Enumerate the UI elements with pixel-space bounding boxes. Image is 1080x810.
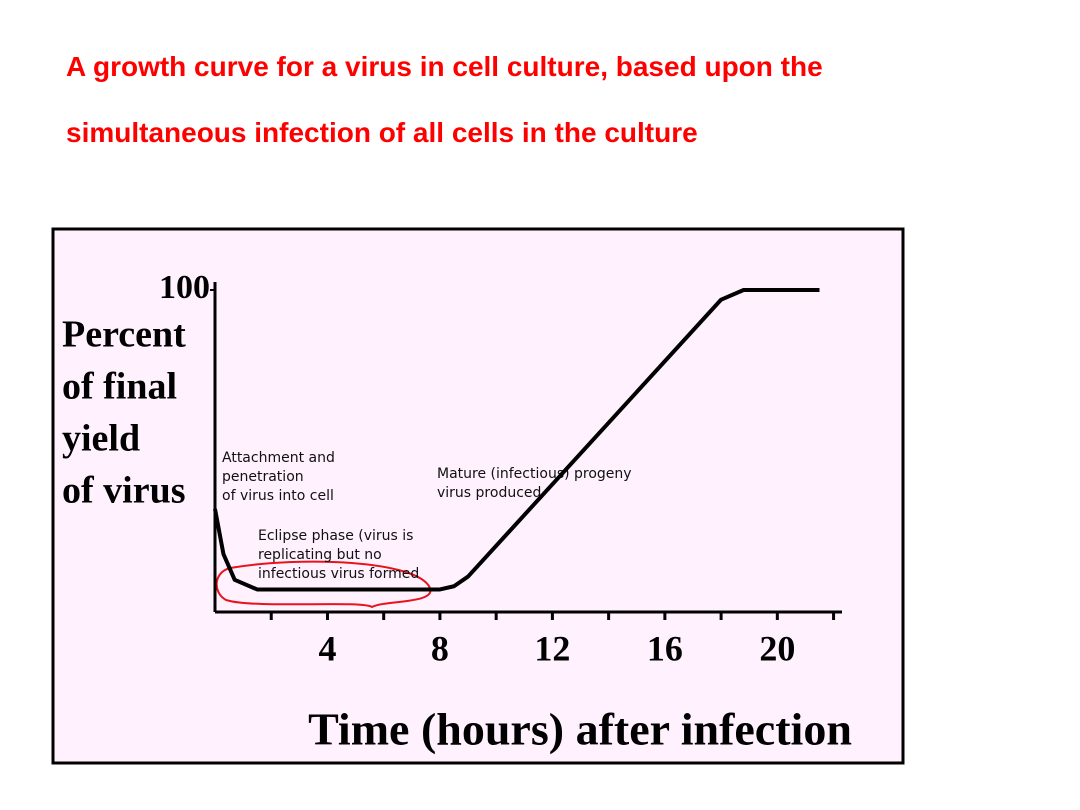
slide-title: A growth curve for a virus in cell cultu… <box>66 51 823 148</box>
annotation: of virus into cell <box>222 488 334 504</box>
y-axis-label: Percent <box>62 314 186 356</box>
x-tick-label: 20 <box>759 628 795 668</box>
annotation: penetration <box>222 469 304 485</box>
annotation: Eclipse phase (virus is <box>258 528 413 544</box>
y-axis-label: yield <box>62 418 140 460</box>
y-axis-label: of final <box>62 366 177 408</box>
annotation: replicating but no <box>258 547 382 563</box>
highlight-ellipse <box>215 560 432 609</box>
chart-frame <box>51 227 905 765</box>
x-tick-label: 4 <box>318 628 336 668</box>
annotation: Mature (infectious) progeny <box>437 466 632 482</box>
annotation: virus produced <box>437 485 541 501</box>
y-axis-label: of virus <box>62 470 186 512</box>
x-tick-label: 8 <box>431 628 449 668</box>
x-axis-label: Time (hours) after infection <box>308 704 852 755</box>
x-tick-label: 12 <box>534 628 570 668</box>
x-tick-label: 16 <box>647 628 683 668</box>
annotation: Attachment and <box>222 450 335 466</box>
y-tick-label: 100 <box>159 269 210 306</box>
growth-curve <box>213 288 820 592</box>
annotation: infectious virus formed <box>258 566 419 582</box>
